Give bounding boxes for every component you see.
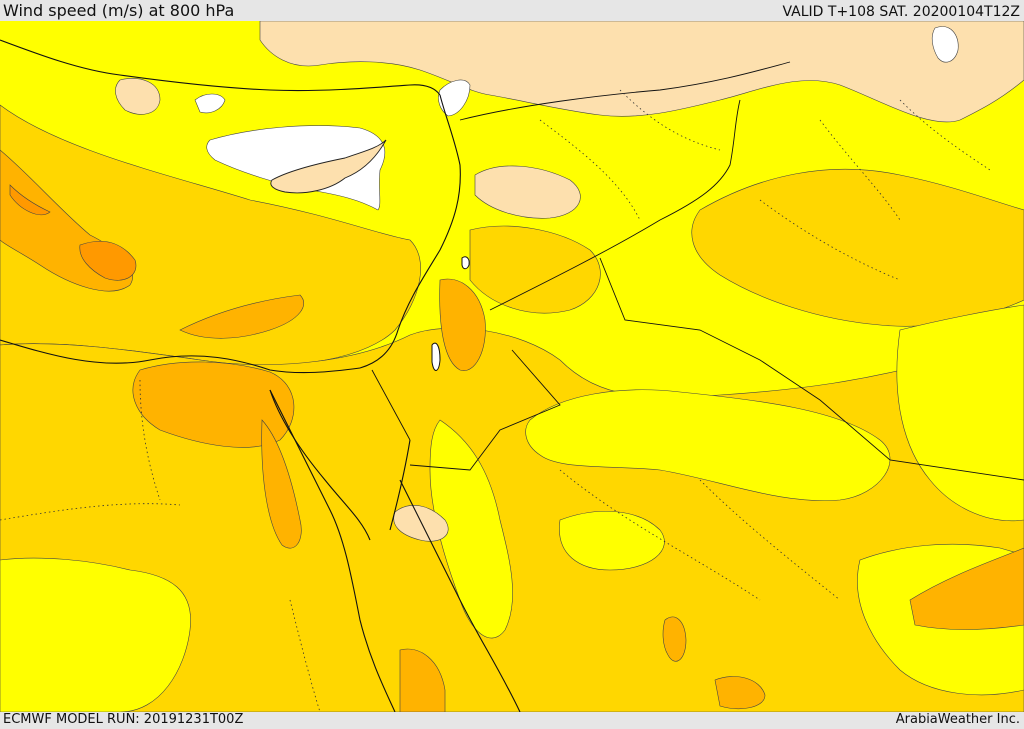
coastline-turkey [0, 39, 441, 96]
field-band-2-southwest [0, 557, 191, 712]
border-turkey-syria [459, 61, 791, 121]
field-low-aegean [194, 93, 226, 114]
coastline-gulf-of-suez [269, 389, 371, 541]
field-band-3-mideast [469, 225, 601, 314]
coastline-red-sea-east [399, 479, 521, 712]
field-band-2-east [896, 304, 1024, 522]
field-band-1-lebanon [474, 165, 581, 219]
admin-boundary-8 [0, 503, 181, 521]
coastline-levant [359, 94, 461, 369]
field-band-4-jordan [439, 278, 486, 371]
field-band-4-sinai [132, 361, 295, 448]
cyprus-island [270, 139, 387, 194]
field-band-4-southeast [909, 547, 1024, 630]
valid-time: VALID T+108 SAT. 20200104T12Z [782, 4, 1020, 20]
field-band-2-arabia [525, 389, 891, 501]
field-band-2-red-sea [559, 511, 665, 571]
map-title: Wind speed (m/s) at 800 hPa [3, 1, 235, 20]
credit-label: ArabiaWeather Inc. [895, 712, 1020, 727]
border-jordan-saudi [409, 349, 561, 471]
field-low-caspian [931, 26, 959, 63]
model-run-label: ECMWF MODEL RUN: 20191231T00Z [3, 712, 244, 727]
border-syria-iraq [489, 99, 741, 311]
border-egypt-israel [371, 369, 411, 441]
coastline-lake-tiberias [461, 256, 470, 270]
field-band-1-aqaba [393, 505, 449, 542]
map-area [0, 21, 1024, 712]
border-jordan-iraq [599, 257, 1024, 481]
wind-speed-map [0, 21, 1024, 712]
admin-boundary-1 [539, 119, 641, 221]
field-band-4-bottom [399, 648, 446, 712]
field-band-1-north [259, 21, 1024, 123]
field-low-turkey-coast [438, 79, 471, 117]
field-band-2-corridor [429, 419, 513, 639]
coastline-dead-sea [431, 342, 441, 371]
field-low-cyprus [206, 125, 386, 211]
field-band-4-patch-2 [714, 676, 766, 709]
field-band-4-cyprus-south [179, 294, 305, 339]
admin-boundary-9 [289, 599, 321, 712]
admin-boundary-2 [619, 89, 721, 151]
coastline-north-africa [0, 339, 361, 374]
footer-bar: ECMWF MODEL RUN: 20191231T00Z ArabiaWeat… [0, 712, 1024, 729]
coastline-gulf-of-aqaba [389, 439, 411, 531]
field-band-4-egypt-strip [261, 419, 302, 549]
field-band-1-nw [115, 78, 161, 115]
field-band-4-patch-1 [662, 616, 687, 662]
coastline-red-sea-west [269, 389, 396, 712]
field-band-5-core [79, 241, 137, 281]
field-band-5-streak [9, 184, 51, 216]
header-bar: Wind speed (m/s) at 800 hPa VALID T+108 … [0, 0, 1024, 21]
admin-boundary-10 [899, 99, 991, 171]
admin-boundary-7 [139, 379, 161, 501]
admin-boundaries [0, 89, 991, 712]
